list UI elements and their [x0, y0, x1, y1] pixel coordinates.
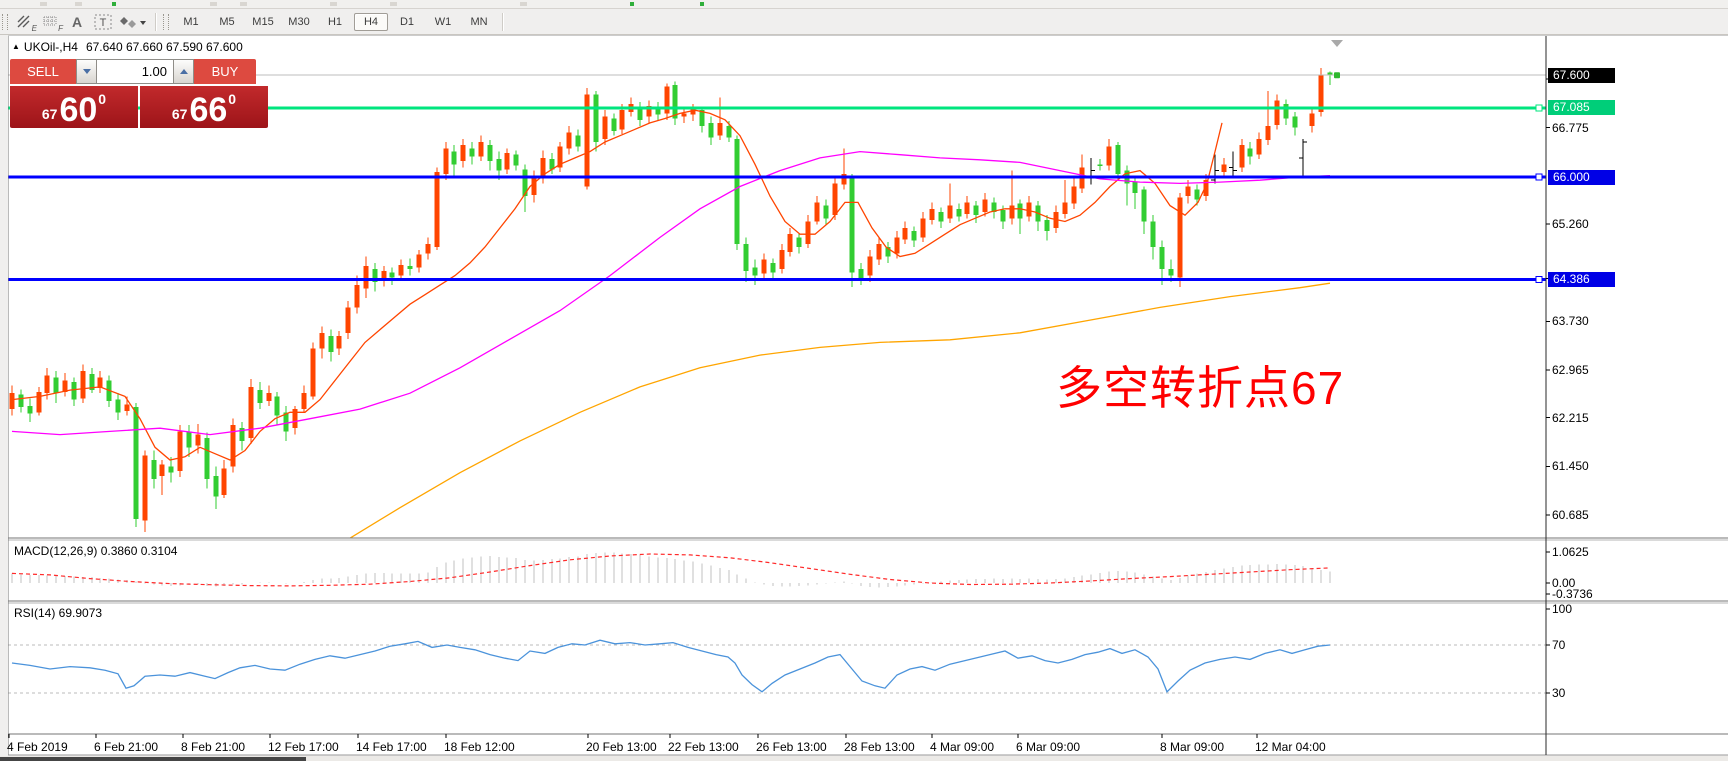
volume-input[interactable] [97, 59, 173, 84]
volume-increase-button[interactable] [173, 59, 194, 84]
macd-axis-label: 1.0625 [1552, 545, 1589, 560]
timeframe-button-m5[interactable]: M5 [219, 15, 235, 28]
macd-axis-label: -0.3736 [1552, 586, 1593, 601]
timeframe-toolbar: M1 M5 M15 M30 H1 H4 D1 W1 MN [173, 12, 497, 31]
charts-toolbar: E F A T M1 M5 M15 M30 H1 H4 D1 W1 MN [0, 9, 1728, 35]
expert-advisors-letter: E [31, 23, 37, 33]
buy-button[interactable]: BUY [194, 59, 256, 84]
time-tick-label: 4 Mar 09:00 [930, 740, 995, 754]
symbol-name: UKOil-,H4 [23, 40, 78, 54]
time-tick-label: 22 Feb 13:00 [668, 740, 739, 754]
timeframe-drag-handle[interactable] [163, 13, 169, 30]
time-tick-label: 6 Feb 21:00 [94, 740, 159, 754]
volume-decrease-button[interactable] [76, 59, 97, 84]
price-badge-66.000: 66.000 [1548, 169, 1615, 185]
horizontal-scrollbar [0, 756, 1728, 761]
price-tick-label: 62.965 [1552, 363, 1589, 378]
timeframe-button-mn[interactable]: MN [470, 15, 488, 28]
time-tick-label: 26 Feb 13:00 [756, 740, 827, 754]
price-tick-label: 62.215 [1552, 410, 1589, 425]
time-tick-label: 6 Mar 09:00 [1016, 740, 1081, 754]
timeframe-button-h4[interactable]: H4 [354, 12, 388, 31]
timeframe-button-m1[interactable]: M1 [183, 15, 199, 28]
text-box-icon[interactable]: T [90, 12, 116, 32]
price-tick-label: 63.730 [1552, 314, 1589, 329]
price-tick-label: 66.775 [1552, 120, 1589, 135]
time-tick-label: 4 Feb 2019 [7, 740, 68, 754]
price-badge-67.085: 67.085 [1548, 100, 1615, 116]
price-badge-64.386: 64.386 [1548, 272, 1615, 288]
buy-price-panel[interactable]: 67 66 0 [140, 86, 268, 128]
sell-price-panel[interactable]: 67 60 0 [10, 86, 138, 128]
rsi-indicator-label: RSI(14) 69.9073 [14, 606, 103, 620]
price-tick-label: 60.685 [1552, 508, 1589, 523]
time-tick-label: 8 Feb 21:00 [181, 740, 246, 754]
toolbar-drag-handle[interactable] [2, 13, 8, 30]
buy-price-point: 0 [228, 91, 237, 107]
rsi-axis-label: 100 [1552, 602, 1573, 616]
chart-background [0, 34, 1728, 755]
ohlc-values: 67.640 67.660 67.590 67.600 [85, 40, 243, 54]
timeframe-button-m15[interactable]: M15 [252, 15, 274, 28]
price-tick-label: 65.260 [1552, 217, 1589, 232]
time-tick-label: 12 Mar 04:00 [1255, 740, 1326, 754]
time-tick-label: 12 Feb 17:00 [268, 740, 339, 754]
timeframe-button-m30[interactable]: M30 [288, 15, 310, 28]
clipped-upper-toolbar [0, 0, 1728, 9]
scrollbar-thumb[interactable] [0, 757, 306, 761]
price-badge-67.600: 67.600 [1548, 67, 1615, 83]
buy-price-handle: 67 [171, 106, 188, 122]
annotation-text: 多空转折点67 [1056, 362, 1345, 414]
grid-letter: F [58, 23, 63, 33]
ma-fast-line [11, 109, 1223, 461]
up-arrow-icon [179, 69, 188, 74]
svg-text:T: T [100, 17, 107, 29]
collapse-arrow-icon[interactable]: ▲ [12, 42, 20, 51]
rsi-axis-label: 30 [1552, 686, 1566, 700]
time-tick-label: 20 Feb 13:00 [586, 740, 657, 754]
macd-axis-label: 0.00 [1552, 576, 1576, 590]
time-tick-label: 8 Mar 09:00 [1160, 740, 1225, 754]
timeframe-button-h1[interactable]: H1 [327, 15, 343, 28]
ma-slow-line [348, 282, 1331, 538]
grid-icon[interactable]: F [38, 12, 64, 33]
price-tick-label: 61.450 [1552, 459, 1589, 474]
arrow-objects-icon[interactable] [116, 12, 150, 32]
sell-price-point: 0 [98, 91, 107, 107]
toolbar-separator [502, 12, 503, 31]
symbol-info-bar[interactable]: ▲ UKOil-,H4 67.640 67.660 67.590 67.600 [12, 40, 243, 54]
ma-mid-line [11, 150, 1331, 436]
time-tick-label: 14 Feb 17:00 [356, 740, 427, 754]
text-label-icon[interactable]: A [71, 13, 83, 30]
expert-advisors-icon[interactable]: E [12, 12, 38, 33]
window-left-margin [0, 34, 8, 761]
buy-price-pips: 66 [189, 91, 228, 129]
sell-button[interactable]: SELL [10, 59, 76, 84]
sell-price-handle: 67 [41, 106, 58, 122]
down-arrow-icon [82, 69, 91, 74]
timeframe-button-w1[interactable]: W1 [434, 15, 452, 28]
sell-price-pips: 60 [59, 91, 98, 129]
time-tick-label: 28 Feb 13:00 [844, 740, 915, 754]
timeframe-button-d1[interactable]: D1 [399, 15, 415, 28]
macd-indicator-label: MACD(12,26,9) 0.3860 0.3104 [14, 544, 178, 558]
time-tick-label: 18 Feb 12:00 [444, 740, 515, 754]
rsi-axis-label: 70 [1552, 638, 1566, 652]
toolbar-separator [155, 12, 156, 31]
